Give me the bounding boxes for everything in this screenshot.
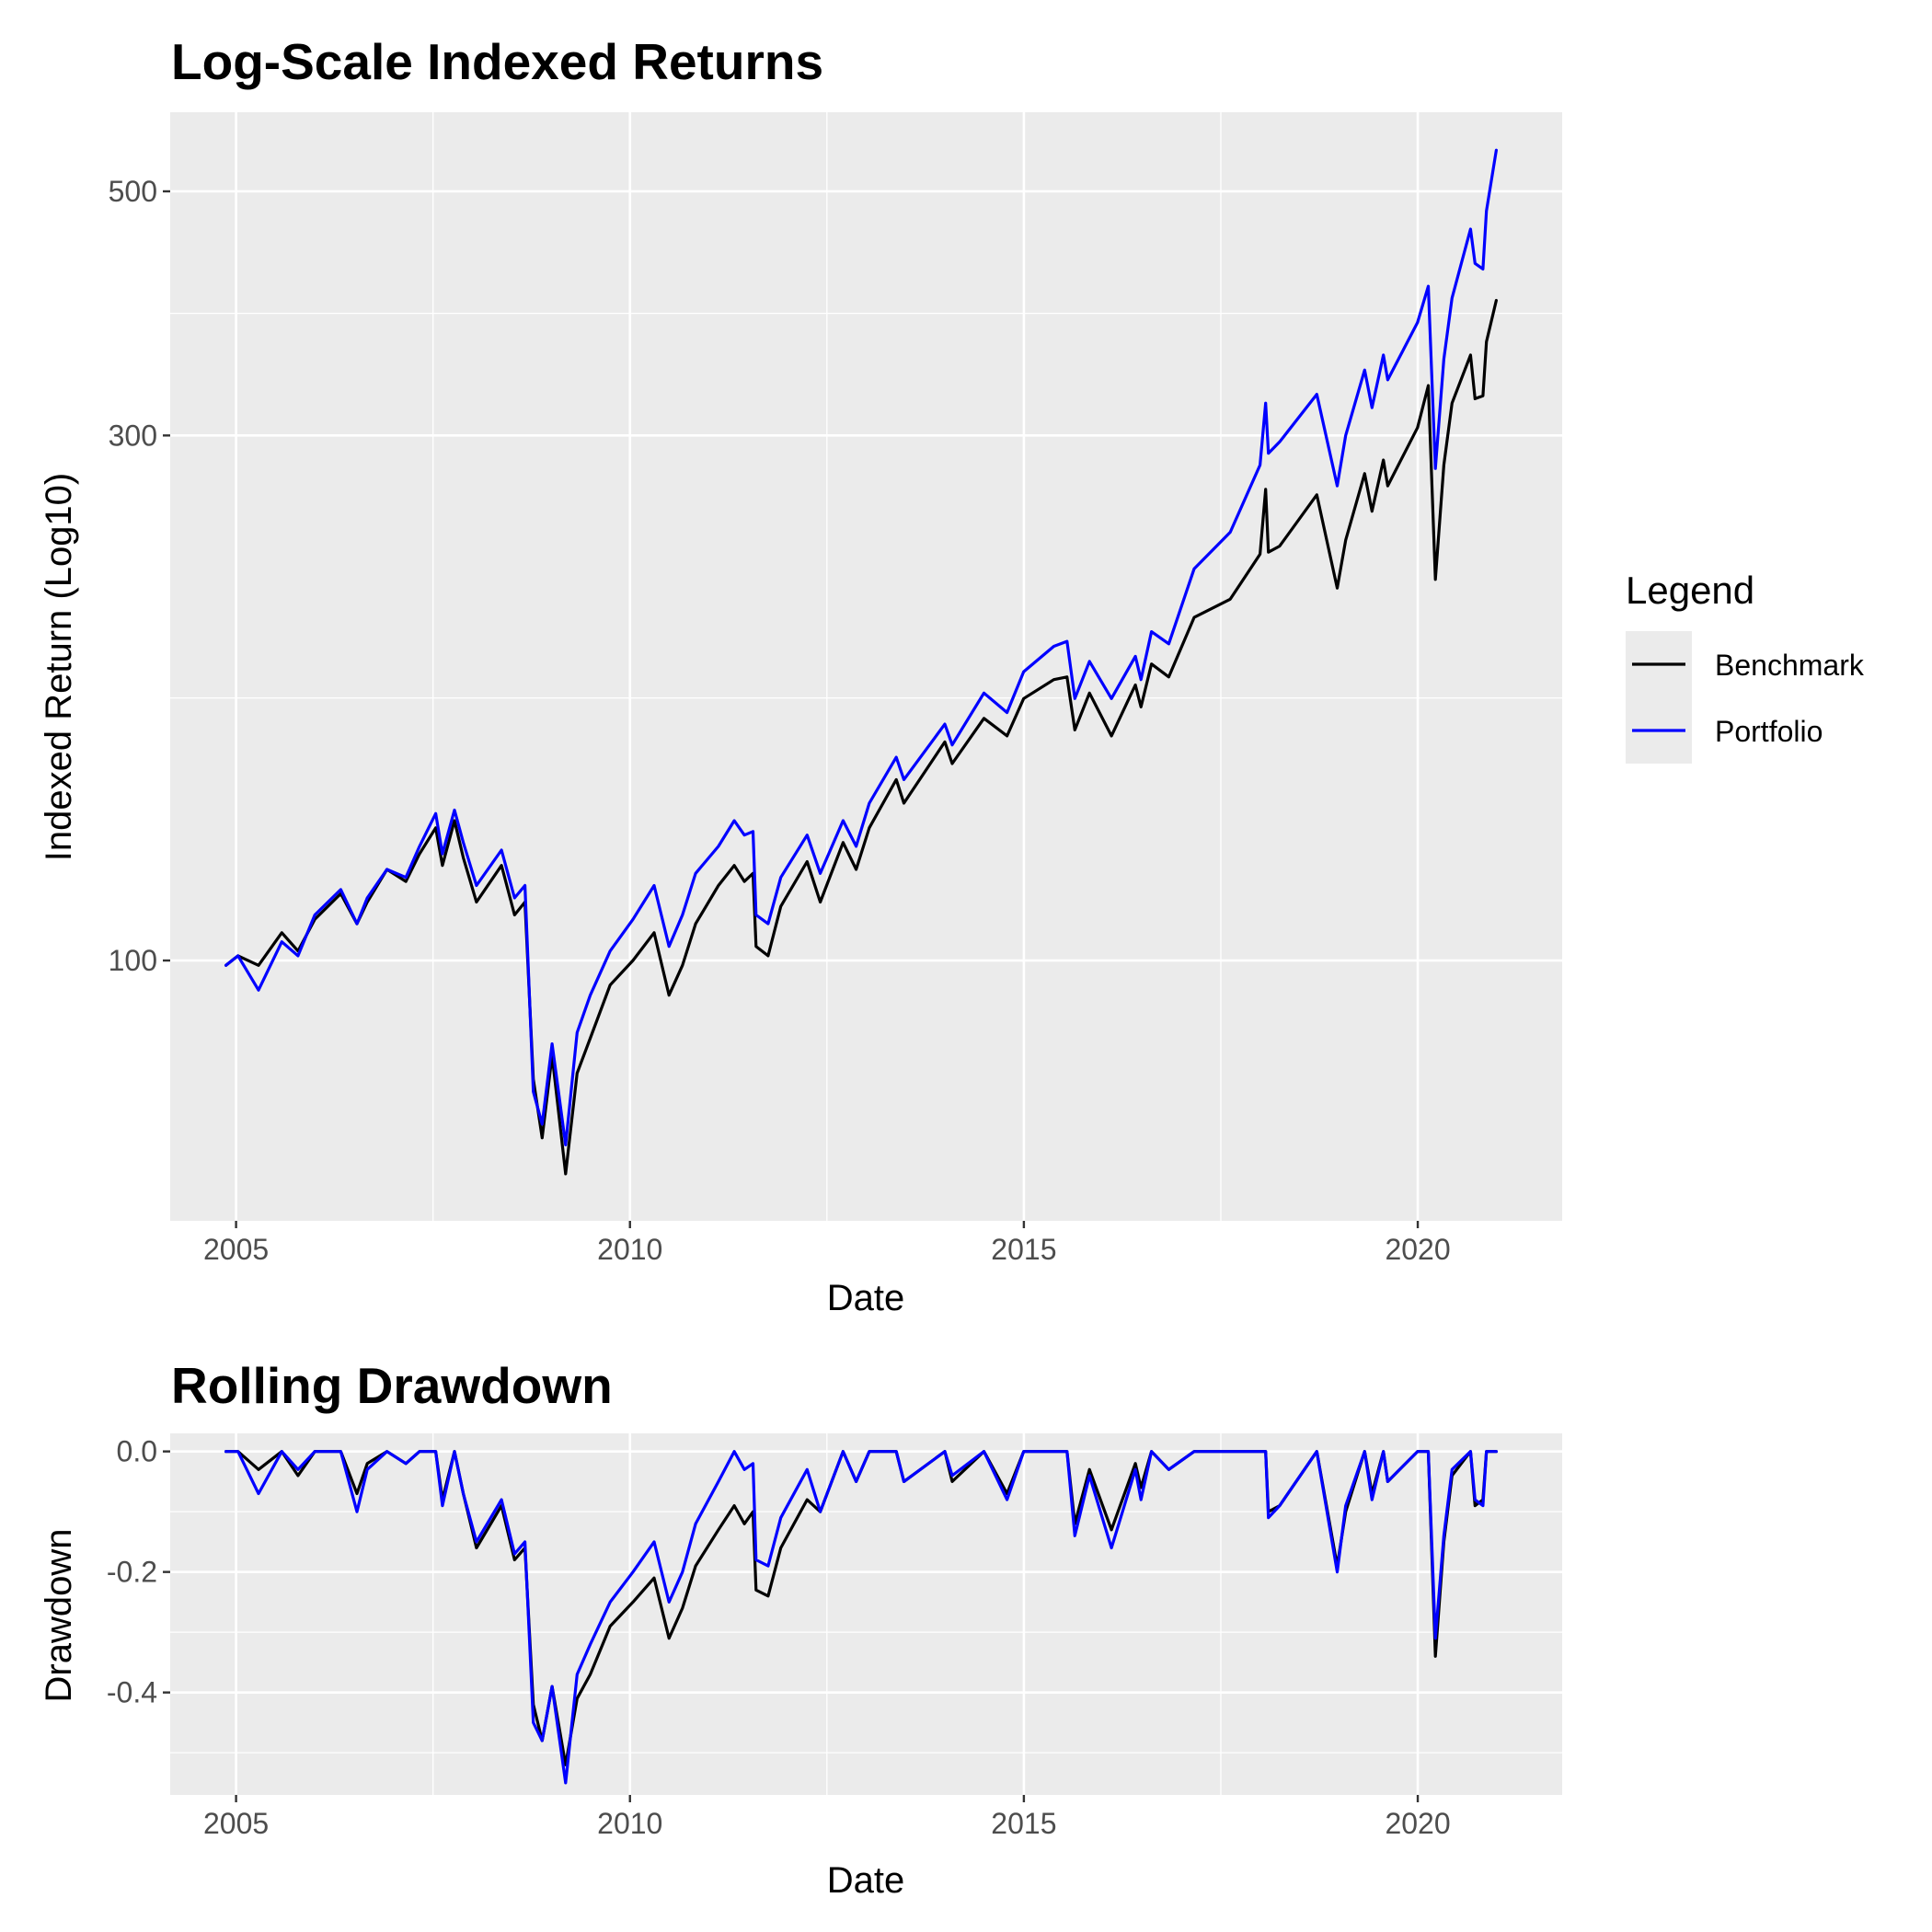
y-tick-label: 300 bbox=[109, 419, 157, 452]
series-lines bbox=[224, 148, 1498, 1176]
series-line-portfolio bbox=[224, 148, 1498, 1146]
y-tick-label: 100 bbox=[109, 944, 157, 977]
plot-panel bbox=[170, 1433, 1562, 1795]
x-tick-label: 2015 bbox=[991, 1807, 1056, 1840]
x-axis-title: Date bbox=[827, 1278, 905, 1318]
series-lines bbox=[224, 1450, 1498, 1785]
drawdown-chart: Rolling Drawdown 0.0 -0.2 -0.4 2005 2010 201… bbox=[39, 1357, 1562, 1901]
series-line-portfolio bbox=[224, 1450, 1498, 1785]
x-axis-title: Date bbox=[827, 1860, 905, 1901]
plot-panel bbox=[170, 112, 1562, 1221]
log-returns-chart: Log-Scale Indexed Returns 100 300 500 2005… bbox=[39, 33, 1562, 1318]
legend-title: Legend bbox=[1626, 569, 1754, 612]
grid-lines bbox=[170, 112, 1562, 1221]
y-tick-label: 0.0 bbox=[117, 1435, 157, 1468]
y-axis-title: Indexed Return (Log10) bbox=[39, 473, 79, 862]
y-tick-label: 500 bbox=[109, 175, 157, 208]
y-axis-title: Drawdown bbox=[39, 1529, 79, 1703]
x-tick-label: 2015 bbox=[991, 1233, 1056, 1266]
chart-title: Log-Scale Indexed Returns bbox=[171, 33, 823, 90]
y-tick-label: -0.2 bbox=[107, 1556, 157, 1589]
legend-label-portfolio: Portfolio bbox=[1715, 715, 1823, 748]
x-tick-label: 2020 bbox=[1385, 1233, 1450, 1266]
y-tick-label: -0.4 bbox=[107, 1676, 157, 1709]
y-axis-ticks: 0.0 -0.2 -0.4 bbox=[107, 1435, 170, 1709]
y-axis-ticks: 100 300 500 bbox=[109, 175, 170, 977]
x-axis-ticks: 2005 2010 2015 2020 bbox=[203, 1795, 1451, 1840]
x-tick-label: 2010 bbox=[597, 1233, 662, 1266]
grid-lines bbox=[170, 1433, 1562, 1795]
chart-title: Rolling Drawdown bbox=[171, 1357, 613, 1414]
x-tick-label: 2005 bbox=[203, 1233, 269, 1266]
x-tick-label: 2010 bbox=[597, 1807, 662, 1840]
series-line-benchmark bbox=[224, 298, 1498, 1176]
legend-label-benchmark: Benchmark bbox=[1715, 649, 1865, 682]
x-tick-label: 2005 bbox=[203, 1807, 269, 1840]
legend: Legend Benchmark Portfolio bbox=[1626, 569, 1865, 764]
x-tick-label: 2020 bbox=[1385, 1807, 1450, 1840]
x-axis-ticks: 2005 2010 2015 2020 bbox=[203, 1221, 1451, 1266]
